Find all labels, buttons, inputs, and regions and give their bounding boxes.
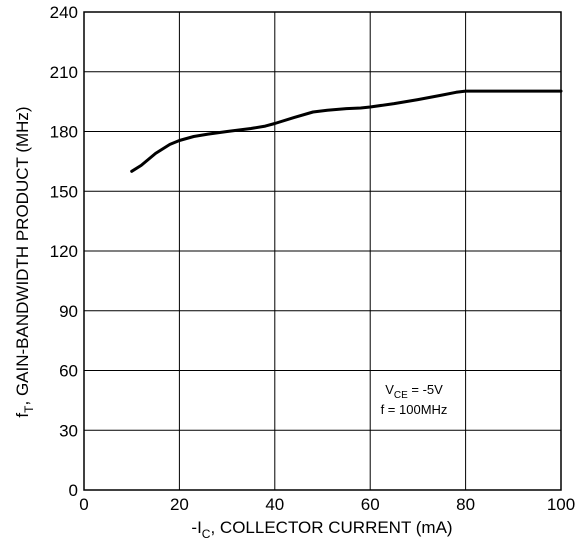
y-tick-label: 30 [59, 421, 78, 440]
x-tick-label: 60 [361, 495, 380, 514]
annotation-vce: VCE = -5V [385, 382, 443, 401]
x-tick-label: 80 [456, 495, 475, 514]
x-tick-label: 20 [170, 495, 189, 514]
plot-frame [83, 11, 562, 491]
y-tick-label: 180 [50, 123, 78, 142]
y-tick-label: 90 [59, 302, 78, 321]
x-tick-labels: 0 20 40 60 80 100 [79, 495, 575, 514]
grid [83, 11, 562, 491]
annotation-freq: f = 100MHz [381, 402, 448, 417]
series-layer [130, 89, 563, 173]
y-tick-label: 150 [50, 182, 78, 201]
x-tick-label: 40 [265, 495, 284, 514]
series-line [130, 89, 563, 173]
y-tick-labels: 0 30 60 90 120 150 180 210 240 [50, 3, 78, 500]
y-tick-label: 240 [50, 3, 78, 22]
x-axis-title: -IC, COLLECTOR CURRENT (mA) [191, 518, 452, 541]
y-tick-label: 120 [50, 242, 78, 261]
y-axis-title: fT, GAIN-BANDWIDTH PRODUCT (MHz) [13, 106, 36, 417]
x-tick-label: 0 [79, 495, 88, 514]
y-tick-label: 60 [59, 362, 78, 381]
y-tick-label: 0 [69, 481, 78, 500]
x-tick-label: 100 [547, 495, 575, 514]
y-tick-label: 210 [50, 63, 78, 82]
